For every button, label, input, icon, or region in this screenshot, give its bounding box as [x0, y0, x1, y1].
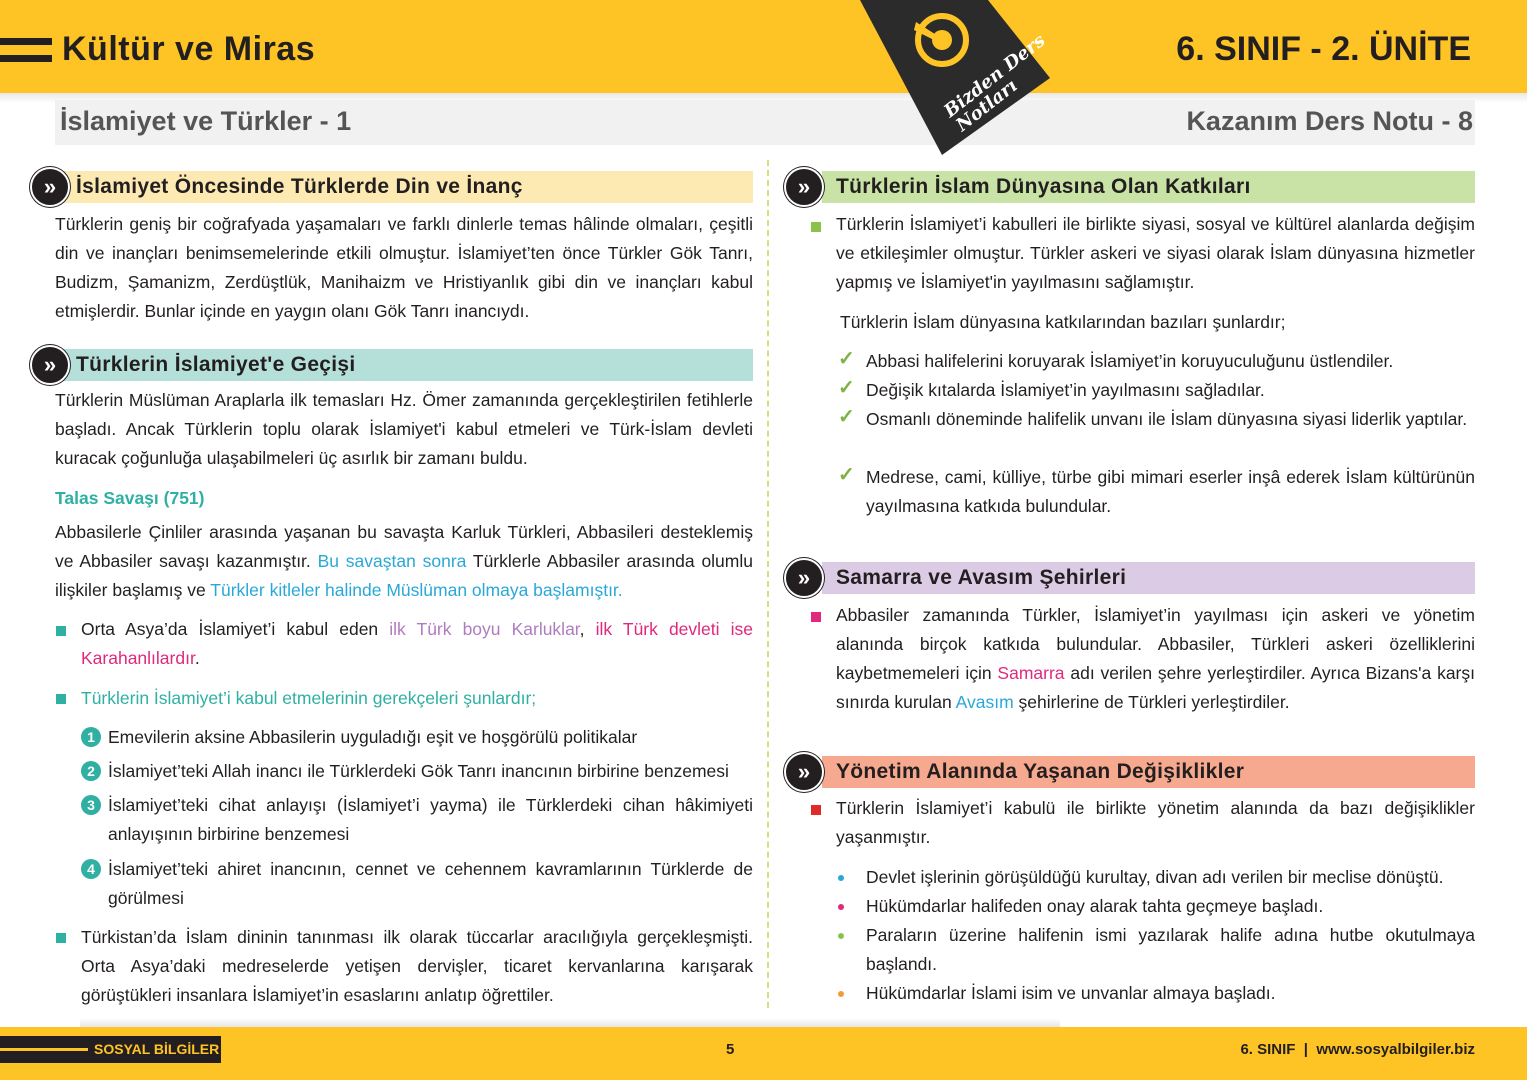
- text: Orta Asya’da İslamiyet’i kabul eden: [81, 619, 390, 639]
- square-bullet-icon: [56, 626, 66, 636]
- intro-text: Türklerin İslam dünyasına katkılarından …: [840, 312, 1286, 332]
- double-chevron-icon: »: [784, 752, 824, 792]
- text: ,: [579, 619, 596, 639]
- number-4-icon: 4: [81, 859, 101, 879]
- footer-band: [0, 1027, 1527, 1080]
- section-heading: İslamiyet Öncesinde Türklerde Din ve İna…: [62, 171, 753, 203]
- double-chevron-icon: »: [784, 167, 824, 207]
- text: Abbasilerle Çinliler arasında yaşanan bu…: [55, 522, 753, 571]
- text: adı verilen şehre yerleştirdiler. Ayrıca…: [836, 663, 1475, 712]
- double-chevron-icon: »: [784, 558, 824, 598]
- subtitle-band: [55, 100, 1475, 145]
- list-item: Hükümdarlar İslami isim ve unvanlar alma…: [866, 983, 1276, 1003]
- list-item: Osmanlı döneminde halifelik unvanı ile İ…: [866, 409, 1468, 429]
- square-bullet-icon: [56, 933, 66, 943]
- page-title: Kültür ve Miras: [62, 30, 316, 68]
- double-chevron-icon: »: [30, 345, 70, 385]
- bullet-text: Türklerin İslamiyet’i kabul etmelerinin …: [81, 688, 537, 708]
- list-item: Hükümdarlar halifeden onay alarak tahta …: [866, 896, 1324, 916]
- highlight: Türkler kitleler halinde Müslüman olmaya…: [210, 580, 623, 600]
- highlight: ilk Türk boyu Karluklar: [389, 619, 580, 639]
- footer-line: [0, 1048, 88, 1051]
- square-bullet-icon: [56, 694, 66, 704]
- header-stripe: [0, 55, 52, 62]
- highlight: Bu savaştan sonra: [317, 551, 467, 571]
- header-band: [0, 0, 1527, 103]
- text: Abbasiler zamanında Türkler, İslamiyet’i…: [836, 605, 1475, 683]
- reason-item: Emevilerin aksine Abbasilerin uyguladığı…: [108, 727, 638, 747]
- dot-bullet-icon: [838, 875, 844, 881]
- bullet-text: Türkistan’da İslam dininin tanınması ilk…: [81, 927, 753, 1005]
- text: Türklerle Abbasiler arasında olumlu iliş…: [55, 551, 753, 600]
- page-number: 5: [726, 1041, 735, 1058]
- subtitle: İslamiyet ve Türkler - 1: [60, 106, 352, 136]
- section-heading: Samarra ve Avasım Şehirleri: [822, 562, 1475, 594]
- highlight: Avasım: [955, 692, 1014, 712]
- checkmark-icon: ✓: [838, 406, 855, 428]
- list-item: Medrese, cami, külliye, türbe gibi mimar…: [866, 467, 1475, 516]
- number-2-icon: 2: [81, 761, 101, 781]
- paragraph: Abbasilerle Çinliler arasında yaşanan bu…: [55, 518, 753, 605]
- subheading-talas: Talas Savaşı (751): [55, 488, 205, 508]
- list-item: Paraların üzerine halifenin ismi yazılar…: [866, 925, 1475, 974]
- list-item: Abbasi halifelerini koruyarak İslamiyet’…: [866, 351, 1394, 371]
- square-bullet-icon: [811, 805, 821, 815]
- logo-bizden-ders-notlari: Bizden Ders Notları: [860, 0, 1050, 155]
- paragraph: Türklerin Müslüman Araplarla ilk temasla…: [55, 390, 753, 468]
- square-bullet-icon: [811, 222, 821, 232]
- text: .: [194, 648, 200, 668]
- footer-shadow: [80, 1018, 1060, 1027]
- footer-subject: SOSYAL BİLGİLER: [94, 1041, 220, 1057]
- reason-item: İslamiyet’teki cihat anlayışı (İslamiyet…: [108, 795, 753, 844]
- checkmark-icon: ✓: [838, 348, 855, 370]
- bullet-text: Türklerin İslamiyet’i kabulleri ile birl…: [836, 214, 1475, 292]
- section-heading: Yönetim Alanında Yaşanan Değişiklikler: [822, 756, 1475, 788]
- checkmark-icon: ✓: [838, 377, 855, 399]
- highlight: Samarra: [997, 663, 1065, 683]
- highlight: ilk Türk devleti ise Karahanlılardır: [81, 619, 753, 668]
- section-heading: Türklerin İslamiyet'e Geçişi: [62, 349, 753, 381]
- bullet-text: Türklerin İslamiyet’i kabulü ile birlikt…: [836, 798, 1475, 847]
- square-bullet-icon: [811, 612, 821, 622]
- double-chevron-icon: »: [30, 167, 70, 207]
- list-item: Devlet işlerinin görüşüldüğü kurultay, d…: [866, 867, 1444, 887]
- unit-label: 6. SINIF - 2. ÜNİTE: [1176, 30, 1471, 68]
- dot-bullet-icon: [838, 933, 844, 939]
- bullet-text: Orta Asya’da İslamiyet’i kabul eden ilk …: [81, 615, 753, 673]
- reason-item: İslamiyet’teki Allah inancı ile Türklerd…: [108, 761, 729, 781]
- dot-bullet-icon: [838, 991, 844, 997]
- dot-bullet-icon: [838, 904, 844, 910]
- number-1-icon: 1: [81, 727, 101, 747]
- paragraph: Türklerin geniş bir coğrafyada yaşamalar…: [55, 214, 753, 321]
- reason-item: İslamiyet’teki ahiret inancının, cennet …: [108, 859, 753, 908]
- number-3-icon: 3: [81, 795, 101, 815]
- text: şehirlerine de Türkleri yerleştirdiler.: [1013, 692, 1290, 712]
- section-heading: Türklerin İslam Dünyasına Olan Katkıları: [822, 171, 1475, 203]
- bullet-text: Abbasiler zamanında Türkler, İslamiyet’i…: [836, 601, 1475, 717]
- header-stripe: [0, 38, 52, 45]
- list-item: Değişik kıtalarda İslamiyet’in yayılması…: [866, 380, 1265, 400]
- checkmark-icon: ✓: [838, 464, 855, 486]
- lesson-note-label: Kazanım Ders Notu - 8: [1186, 106, 1473, 136]
- column-divider: [767, 160, 769, 1008]
- footer-website: 6. SINIF | www.sosyalbilgiler.biz: [1240, 1041, 1475, 1058]
